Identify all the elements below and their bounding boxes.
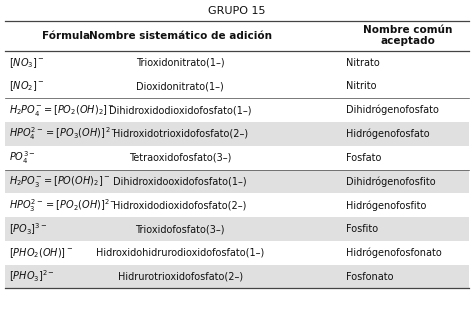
- Text: Hidrógenofosfonato: Hidrógenofosfonato: [346, 248, 442, 258]
- Text: Trioxidofosfato(3–): Trioxidofosfato(3–): [136, 224, 225, 234]
- Text: $[PHO_3]^{2-}$: $[PHO_3]^{2-}$: [9, 269, 55, 284]
- Text: Dihidroxidodioxidofosfato(1–): Dihidroxidodioxidofosfato(1–): [109, 105, 251, 115]
- Text: Nombre común
aceptado: Nombre común aceptado: [363, 25, 452, 47]
- Text: $[PO_3]^{3-}$: $[PO_3]^{3-}$: [9, 221, 48, 237]
- Bar: [5, 170, 469, 193]
- Text: $PO_4^{3-}$: $PO_4^{3-}$: [9, 149, 36, 166]
- Text: $[PHO_2(OH)]^-$: $[PHO_2(OH)]^-$: [9, 246, 73, 260]
- Bar: [5, 265, 469, 288]
- Text: Hidroxidotrioxidofosfato(2–): Hidroxidotrioxidofosfato(2–): [112, 129, 248, 139]
- Text: Dioxidonitrato(1–): Dioxidonitrato(1–): [136, 81, 224, 91]
- Text: $H_2PO_3^{-} = [PO(OH)_2]^-$: $H_2PO_3^{-} = [PO(OH)_2]^-$: [9, 174, 111, 189]
- Text: Hidrurotrioxidofosfato(2–): Hidrurotrioxidofosfato(2–): [118, 272, 243, 281]
- Text: $H_2PO_4^{-} = [PO_2(OH)_2]^-$: $H_2PO_4^{-} = [PO_2(OH)_2]^-$: [9, 103, 115, 118]
- Text: Nitrito: Nitrito: [346, 81, 376, 91]
- Text: Hidrógenofosfato: Hidrógenofosfato: [346, 129, 429, 139]
- Text: Hidroxidohidrurodioxidofosfato(1–): Hidroxidohidrurodioxidofosfato(1–): [96, 248, 264, 258]
- Bar: [5, 217, 469, 241]
- Text: $[NO_3]^-$: $[NO_3]^-$: [9, 56, 45, 69]
- Text: $HPO_4^{2-} = [PO_3(OH)]^{\,2-}$: $HPO_4^{2-} = [PO_3(OH)]^{\,2-}$: [9, 126, 119, 142]
- Text: Hidroxidodioxidofosfato(2–): Hidroxidodioxidofosfato(2–): [113, 200, 247, 210]
- Text: Tetraoxidofosfato(3–): Tetraoxidofosfato(3–): [129, 153, 231, 163]
- Text: Nitrato: Nitrato: [346, 58, 380, 68]
- Text: GRUPO 15: GRUPO 15: [208, 6, 266, 16]
- Text: Fórmula: Fórmula: [42, 31, 91, 41]
- Text: Hidrógenofosfito: Hidrógenofosfito: [346, 200, 427, 210]
- Text: Dihidrógenofosfato: Dihidrógenofosfato: [346, 105, 439, 115]
- Text: Fosfato: Fosfato: [346, 153, 382, 163]
- Text: Dihidroxidooxidofosfato(1–): Dihidroxidooxidofosfato(1–): [113, 177, 247, 186]
- Text: Trioxidonitrato(1–): Trioxidonitrato(1–): [136, 58, 224, 68]
- Text: $[NO_2]^-$: $[NO_2]^-$: [9, 80, 45, 93]
- Text: Fosfonato: Fosfonato: [346, 272, 393, 281]
- Bar: [5, 122, 469, 146]
- Text: Fosfito: Fosfito: [346, 224, 378, 234]
- Text: Dihidrógenofosfito: Dihidrógenofosfito: [346, 176, 436, 187]
- Text: Nombre sistemático de adición: Nombre sistemático de adición: [89, 31, 272, 41]
- Text: $HPO_3^{2-} = [PO_2(OH)]^{2-}$: $HPO_3^{2-} = [PO_2(OH)]^{2-}$: [9, 197, 117, 214]
